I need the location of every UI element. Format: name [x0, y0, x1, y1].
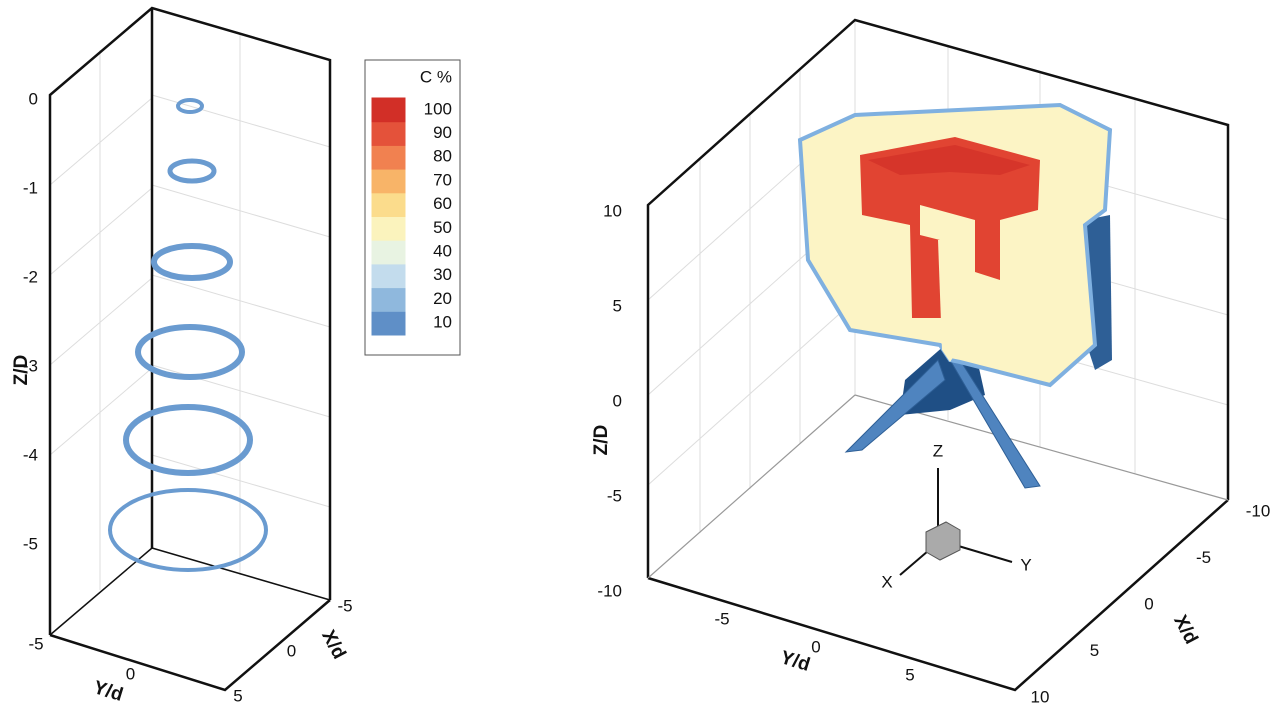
z-tick-label: 5	[613, 296, 622, 315]
z-tick-label: -10	[597, 581, 622, 600]
colorbar-swatch	[372, 193, 405, 217]
colorbar-tick-label: 60	[433, 194, 452, 213]
colorbar-swatch	[372, 264, 405, 288]
z-tick-label: 0	[613, 391, 622, 410]
z-tick-label: 10	[603, 201, 622, 220]
x-tick-label: 10	[1031, 687, 1050, 706]
x-tick-label: -10	[1246, 501, 1271, 520]
y-tick-label: 0	[811, 637, 820, 656]
isosurface	[800, 105, 1112, 488]
x-axis-label: X/d	[1169, 612, 1201, 648]
z-tick-label: -2	[23, 267, 38, 286]
colorbar-title: C %	[420, 67, 452, 86]
colorbar-tick-label: 100	[424, 99, 452, 118]
z-tick-label: -1	[23, 178, 38, 197]
x-tick-label: 5	[1090, 641, 1099, 660]
colorbar-swatch	[372, 98, 405, 122]
colorbar-tick-label: 30	[433, 265, 452, 284]
y-tick-label: -5	[28, 634, 43, 653]
x-tick-label: 5	[233, 686, 242, 705]
z-axis-label: Z/D	[11, 355, 32, 386]
colorbar-tick-label: 20	[433, 289, 452, 308]
x-tick-label: 0	[287, 641, 296, 660]
z-axis-label: Z/D	[591, 425, 612, 456]
z-tick-label: -4	[23, 445, 38, 464]
colorbar-tick-label: 70	[433, 170, 452, 189]
x-tick-label: -5	[1196, 548, 1211, 567]
y-tick-label: 0	[126, 664, 135, 683]
colorbar-tick-label: 90	[433, 123, 452, 142]
y-axis-label: Y/d	[778, 647, 812, 676]
orientation-triad	[900, 468, 1012, 575]
contour-rings	[110, 100, 266, 570]
colorbar-swatch	[372, 145, 405, 169]
x-tick-label: -5	[337, 596, 352, 615]
triad-label: X	[881, 572, 892, 591]
colorbar-swatch	[372, 288, 405, 312]
figure: -505-500-1-2-3-4-5Z/DY/dX/dC %1020304050…	[0, 0, 1285, 712]
colorbar-tick-label: 80	[433, 147, 452, 166]
y-axis-label: Y/d	[91, 677, 125, 706]
z-tick-label: 0	[29, 89, 38, 108]
colorbar-swatch	[372, 217, 405, 241]
x-tick-label: 0	[1144, 594, 1153, 613]
z-tick-label: -5	[23, 534, 38, 553]
z-tick-label: -5	[607, 486, 622, 505]
colorbar-swatch	[372, 169, 405, 193]
y-tick-label: -5	[714, 609, 729, 628]
left-grid	[50, 8, 330, 590]
colorbar-tick-label: 50	[433, 218, 452, 237]
colorbar-swatch	[372, 311, 405, 335]
triad-label: Y	[1020, 555, 1031, 574]
colorbar-tick-label: 10	[433, 313, 452, 332]
y-tick-label: 5	[905, 665, 914, 684]
colorbar-swatch	[372, 122, 405, 146]
colorbar-tick-label: 40	[433, 242, 452, 261]
x-axis-label: X/d	[317, 627, 349, 663]
triad-label: Z	[933, 441, 943, 460]
colorbar-swatch	[372, 240, 405, 264]
